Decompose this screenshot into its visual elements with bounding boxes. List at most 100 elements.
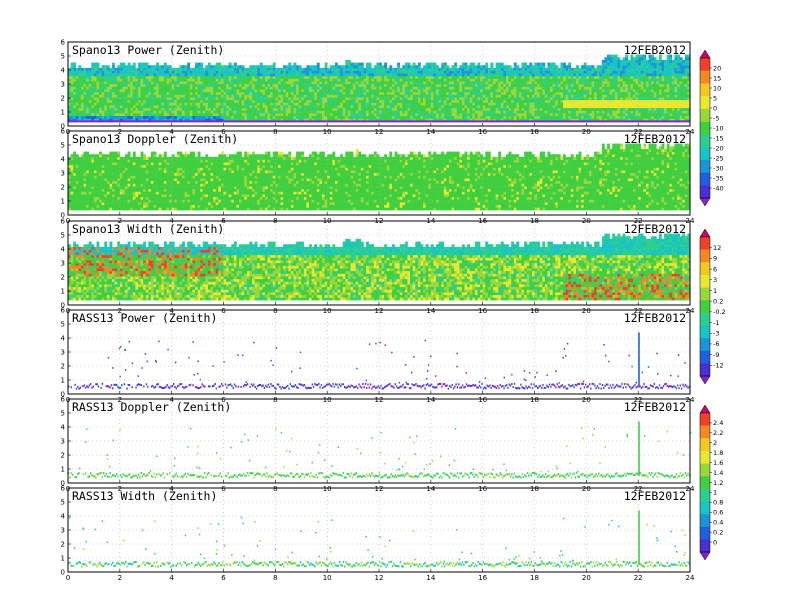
data-cell [599,91,603,95]
data-cell [262,67,266,71]
data-cell [288,110,292,114]
data-cell [656,75,660,79]
data-cell [622,113,626,117]
data-cell [270,107,274,111]
data-cell [480,65,483,69]
data-cell [542,115,546,119]
data-cell [568,89,572,93]
data-cell [524,89,528,93]
data-cell [347,62,351,66]
data-cell [306,113,310,117]
data-cell [376,62,380,66]
data-cell [578,102,582,106]
data-cell [137,107,141,111]
data-cell [169,78,172,82]
data-cell [604,94,608,98]
data-cell [329,81,333,85]
data-cell [236,70,240,74]
data-cell [586,70,590,74]
data-cell [596,70,600,74]
data-cell [586,83,590,87]
data-cell [588,97,592,101]
data-cell [415,70,419,74]
data-cell [275,113,279,117]
data-cell [490,115,494,119]
data-cell [254,118,258,122]
data-cell [448,94,452,98]
data-cell [257,67,261,71]
data-cell [531,67,535,71]
data-cell [544,86,548,90]
data-cell [490,91,494,95]
data-cell [360,97,364,101]
data-cell [534,65,538,69]
data-cell [656,65,660,69]
data-cell [446,113,450,117]
data-cell [573,107,577,111]
data-cell [620,75,623,79]
data-cell [207,113,211,117]
data-cell [239,78,242,82]
data-cell [145,70,149,74]
data-cell [329,105,333,109]
data-cell [135,102,139,106]
data-cell [627,62,631,66]
data-cell [150,70,154,74]
data-cell [135,75,139,79]
data-cell [607,97,610,101]
data-cell [311,113,315,117]
data-cell [604,75,608,79]
data-cell [96,107,100,111]
data-cell [153,86,157,90]
data-cell [262,91,266,95]
data-cell [353,70,356,74]
data-cell [568,81,572,85]
data-cell [420,75,424,79]
data-cell [298,83,302,87]
data-cell [327,78,331,82]
data-cell [130,102,134,106]
data-cell [207,91,211,95]
data-cell [309,113,312,117]
data-cell [241,73,245,77]
data-cell [544,83,548,87]
data-cell [226,115,229,119]
data-cell [220,78,224,82]
data-cell [350,70,354,74]
data-cell [91,97,95,101]
data-cell [264,113,268,117]
data-cell [529,113,533,117]
data-cell [487,83,491,87]
data-cell [298,94,302,98]
data-cell [542,107,546,111]
data-cell [293,99,297,103]
data-cell [241,70,245,74]
data-cell [503,70,507,74]
data-cell [262,115,266,119]
data-cell [604,89,608,93]
data-cell [560,86,564,90]
data-cell [176,89,180,93]
data-cell [345,91,349,95]
data-cell [627,110,631,114]
data-cell [70,91,74,95]
data-cell [306,83,310,87]
data-cell [254,102,258,106]
data-cell [594,89,597,93]
data-cell [550,86,553,90]
data-cell [622,107,626,111]
data-cell [381,105,385,109]
data-cell [433,102,437,106]
data-cell [189,113,193,117]
data-cell [355,99,359,103]
data-cell [521,99,525,103]
data-cell [596,102,600,106]
data-cell [477,99,481,103]
data-cell [223,81,227,85]
data-cell [366,73,369,77]
data-cell [477,105,481,109]
data-cell [210,107,214,111]
data-cell [137,73,141,77]
data-cell [661,113,665,117]
data-cell [443,113,447,117]
